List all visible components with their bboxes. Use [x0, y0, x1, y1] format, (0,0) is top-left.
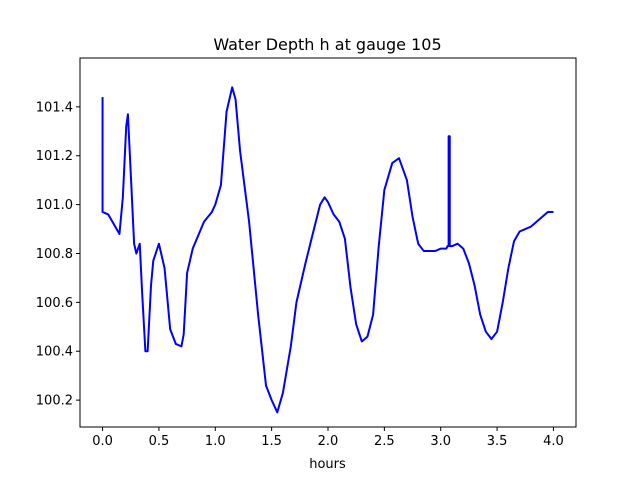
x-tick-label: 4.0: [543, 434, 564, 449]
y-tick-label: 101.4: [36, 100, 73, 115]
y-tick-label: 101.2: [36, 149, 73, 164]
y-tick-label: 100.2: [36, 394, 73, 409]
plot-area: 0.0 0.5 1.0 1.5 2.0 2.5 3.0 3.5 4.0 100.2 100.4 100…: [36, 57, 577, 449]
y-tick-label: 100.4: [36, 345, 73, 360]
x-axis-label: hours: [309, 457, 346, 472]
y-tick-label: 100.6: [36, 296, 73, 311]
x-tick-label: 3.0: [430, 434, 451, 449]
x-tick-label: 0.0: [92, 434, 113, 449]
series-line-0: [101, 86, 554, 414]
x-tick-label: 1.5: [261, 434, 282, 449]
y-tick-label: 100.8: [36, 247, 73, 262]
x-tick-label: 1.0: [205, 434, 226, 449]
axes-frame: [79, 57, 577, 428]
chart-title: Water Depth h at gauge 105: [213, 35, 441, 54]
x-tick-label: 3.5: [487, 434, 508, 449]
x-tick-label: 2.5: [374, 434, 395, 449]
y-tick-label: 101.0: [36, 198, 73, 213]
x-tick-label: 2.0: [318, 434, 339, 449]
x-tick-label: 0.5: [149, 434, 170, 449]
